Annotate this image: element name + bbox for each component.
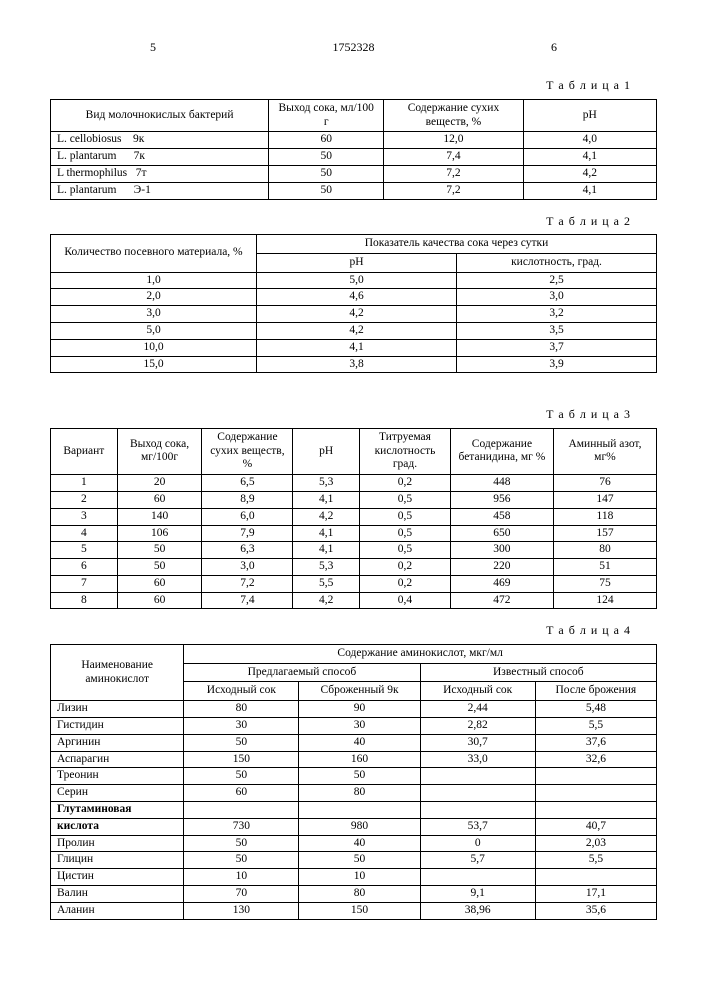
table-row: Валин70809,117,1	[51, 886, 657, 903]
table-row: 3,04,23,2	[51, 306, 657, 323]
table-row: 15,03,83,9	[51, 356, 657, 373]
table3-caption: Т а б л и ц а 3	[50, 407, 631, 421]
t3-header: Титруемая кислот­ность град.	[360, 428, 451, 474]
table-row: L. plantarum 7к507,44,1	[51, 149, 657, 166]
t1-header: Выход сока, мл/100 г	[269, 99, 384, 132]
t1-header: Вид молочнокислых бактерий	[51, 99, 269, 132]
table2-caption: Т а б л и ц а 2	[50, 214, 631, 228]
table-row: 2608,94,10,5956147	[51, 491, 657, 508]
t3-header: Содержа­ние сухих веществ, %	[202, 428, 293, 474]
patent-number: 1752328	[333, 40, 375, 54]
table-row: Глутаминовая	[51, 802, 657, 819]
table2: Количество посевного мате­риала, % Показ…	[50, 234, 657, 373]
table-row: Серин6080	[51, 785, 657, 802]
t1-header: Содержание сухих веществ, %	[384, 99, 523, 132]
table-row: 5,04,23,5	[51, 322, 657, 339]
table-row: 41067,94,10,5650157	[51, 525, 657, 542]
t1-header: pH	[523, 99, 656, 132]
table-row: 2,04,63,0	[51, 289, 657, 306]
page-left: 5	[150, 40, 156, 54]
table-row: 7607,25,50,246975	[51, 575, 657, 592]
t4-h3a: Предлагаемый способ	[184, 663, 420, 682]
table-row: Глицин50505,75,5	[51, 852, 657, 869]
t3-header: Аминный азот, мг%	[553, 428, 656, 474]
t3-header: Выход со­ка, мг/100г	[117, 428, 202, 474]
table-row: 5506,34,10,530080	[51, 542, 657, 559]
t4-subheader: Исходный сок	[184, 682, 299, 701]
table-row: 6503,05,30,222051	[51, 559, 657, 576]
page-right: 6	[551, 40, 557, 54]
t3-header: Вариант	[51, 428, 118, 474]
t3-header: Содержа­ние бетани­дина, мг %	[450, 428, 553, 474]
table-row: L. plantarum Э-1507,24,1	[51, 182, 657, 199]
table-row: L. cellobiosus 9к6012,04,0	[51, 132, 657, 149]
table-row: Цистин1010	[51, 869, 657, 886]
t3-header: pH	[293, 428, 360, 474]
table-row: 10,04,13,7	[51, 339, 657, 356]
table-row: Гистидин30302,825,5	[51, 718, 657, 735]
table-row: 31406,04,20,5458118	[51, 508, 657, 525]
table-row: кислота73098053,740,7	[51, 818, 657, 835]
t4-h1: Наименование аминокислот	[51, 644, 184, 700]
t4-h2: Содержание аминокислот, мкг/мл	[184, 644, 657, 663]
t4-subheader: Сброженный 9к	[299, 682, 420, 701]
t2-h2: Показатель качества сока через сутки	[257, 234, 657, 253]
table-row: Аргинин504030,737,6	[51, 734, 657, 751]
table-row: Треонин5050	[51, 768, 657, 785]
t2-h2a: pH	[257, 253, 457, 272]
t4-subheader: Исходный сок	[420, 682, 535, 701]
t2-h1: Количество посевного мате­риала, %	[51, 234, 257, 272]
t2-h2b: кислотность, град.	[457, 253, 657, 272]
table4: Наименование аминокислот Содержание амин…	[50, 644, 657, 920]
table1: Вид молочнокислых бактерийВыход сока, мл…	[50, 99, 657, 200]
page-numbers: 5 1752328 6	[50, 40, 657, 72]
table-row: Аланин13015038,9635,6	[51, 902, 657, 919]
table-row: 8607,44,20,4472124	[51, 592, 657, 609]
table-row: Лизин80902,445,48	[51, 701, 657, 718]
table3: ВариантВыход со­ка, мг/100гСодержа­ние с…	[50, 428, 657, 610]
table-row: Пролин504002,03	[51, 835, 657, 852]
table4-caption: Т а б л и ц а 4	[50, 623, 631, 637]
table-row: 1206,55,30,244876	[51, 475, 657, 492]
table-row: Аспарагин15016033,032,6	[51, 751, 657, 768]
t4-h3b: Известный способ	[420, 663, 656, 682]
table1-caption: Т а б л и ц а 1	[50, 78, 631, 92]
table-row: L thermophilus 7т507,24,2	[51, 165, 657, 182]
table-row: 1,05,02,5	[51, 272, 657, 289]
t4-subheader: После брожения	[535, 682, 656, 701]
